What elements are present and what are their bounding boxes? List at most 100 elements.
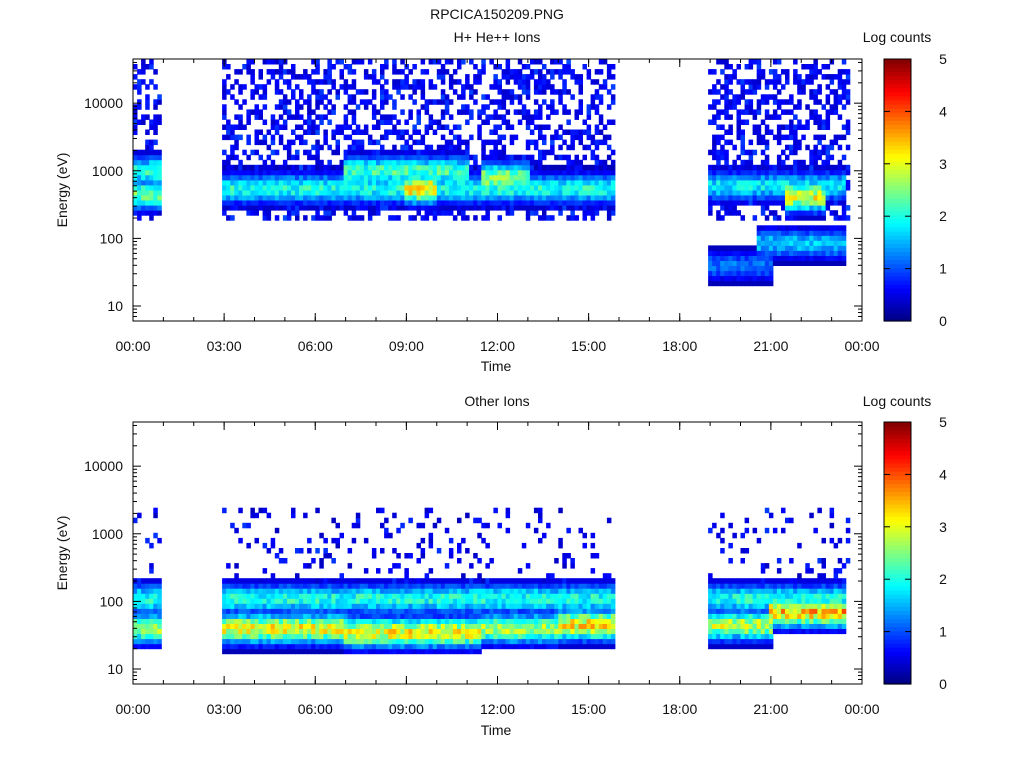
heatmap-cell [315, 174, 320, 181]
heatmap-cell [505, 154, 511, 161]
heatmap-cell [509, 74, 515, 80]
heatmap-cell [428, 124, 434, 130]
heatmap-cell [538, 205, 543, 211]
heatmap-cell [529, 623, 535, 629]
heatmap-cell [590, 200, 596, 206]
heatmap-cell [461, 210, 466, 216]
heatmap-cell [748, 79, 754, 85]
heatmap-cell [157, 149, 162, 156]
heatmap-cell [562, 598, 567, 604]
heatmap-cell [602, 200, 608, 206]
heatmap-cell [384, 89, 389, 95]
heatmap-cell [785, 69, 790, 75]
heatmap-cell [598, 588, 604, 594]
heatmap-cell [813, 144, 818, 151]
heatmap-cell [712, 255, 717, 261]
heatmap-cell [789, 260, 794, 266]
heatmap-cell [764, 169, 770, 176]
heatmap-cell [380, 507, 385, 514]
heatmap-cell [153, 578, 158, 584]
heatmap-cell [222, 109, 227, 115]
heatmap-cell [521, 608, 527, 614]
heatmap-cell [396, 633, 401, 640]
heatmap-cell [586, 169, 592, 176]
heatmap-cell [801, 64, 806, 70]
heatmap-cell [351, 593, 357, 599]
heatmap-cell [606, 598, 612, 604]
heatmap-cell [708, 104, 713, 110]
heatmap-cell [517, 593, 523, 599]
heatmap-cell [384, 588, 389, 594]
heatmap-cell [469, 628, 474, 635]
heatmap-cell [432, 608, 438, 614]
heatmap-cell [282, 174, 288, 181]
heatmap-cell [724, 275, 729, 282]
heatmap-cell [716, 210, 721, 216]
heatmap-cell [473, 169, 478, 176]
heatmap-cell [376, 593, 381, 599]
heatmap-cell [137, 174, 142, 181]
y-tick-label: 1000 [92, 163, 123, 179]
heatmap-cell [278, 200, 284, 206]
heatmap-cell [319, 185, 324, 191]
heatmap-cell [367, 618, 373, 624]
heatmap-cell [566, 185, 571, 191]
heatmap-cell [574, 643, 579, 650]
heatmap-cell [420, 195, 426, 201]
heatmap-cell [137, 169, 142, 176]
heatmap-cell [744, 109, 750, 115]
heatmap-cell [570, 129, 575, 135]
heatmap-cell [558, 154, 563, 161]
heatmap-cell [768, 185, 774, 191]
heatmap-cell [234, 598, 239, 604]
heatmap-cell [428, 200, 434, 206]
heatmap-cell [307, 613, 312, 619]
heatmap-cell [509, 195, 515, 201]
heatmap-cell [145, 99, 150, 105]
heatmap-cell [274, 195, 280, 201]
heatmap-cell [230, 608, 235, 614]
heatmap-cell [384, 59, 389, 65]
colorbar-segment [884, 316, 911, 322]
heatmap-cell [440, 94, 446, 100]
heatmap-cell [562, 84, 567, 90]
heatmap-cell [416, 200, 421, 206]
heatmap-cell [732, 99, 737, 105]
heatmap-cell [137, 633, 142, 640]
heatmap-cell [805, 119, 810, 125]
heatmap-cell [452, 200, 458, 206]
heatmap-cell [448, 200, 454, 206]
heatmap-cell [291, 598, 296, 604]
heatmap-cell [598, 603, 604, 609]
heatmap-cell [781, 164, 786, 171]
heatmap-cell [509, 613, 515, 619]
heatmap-cell [371, 114, 377, 120]
heatmap-cell [448, 59, 454, 65]
heatmap-cell [558, 74, 563, 80]
heatmap-cell [315, 149, 320, 156]
heatmap-cell [538, 185, 543, 191]
heatmap-cell [465, 598, 470, 604]
heatmap-cell [448, 623, 454, 629]
heatmap-cell [222, 603, 227, 609]
heatmap-cell [274, 608, 280, 614]
heatmap-cell [444, 104, 450, 110]
heatmap-cell [542, 578, 547, 584]
heatmap-cell [254, 129, 259, 135]
heatmap-cell [841, 104, 847, 110]
heatmap-cell [740, 179, 745, 186]
heatmap-cell [278, 69, 284, 75]
heatmap-cell [493, 583, 498, 589]
heatmap-cell [274, 553, 280, 559]
heatmap-cell [311, 205, 316, 211]
heatmap-cell [764, 230, 770, 236]
heatmap-cell [380, 633, 385, 640]
heatmap-cell [238, 598, 243, 604]
heatmap-cell [380, 522, 385, 529]
heatmap-cell [594, 205, 600, 211]
heatmap-cell [343, 598, 349, 604]
heatmap-cell [578, 99, 583, 105]
heatmap-cell [708, 280, 713, 287]
heatmap-cell [153, 119, 158, 125]
heatmap-cell [744, 174, 750, 181]
